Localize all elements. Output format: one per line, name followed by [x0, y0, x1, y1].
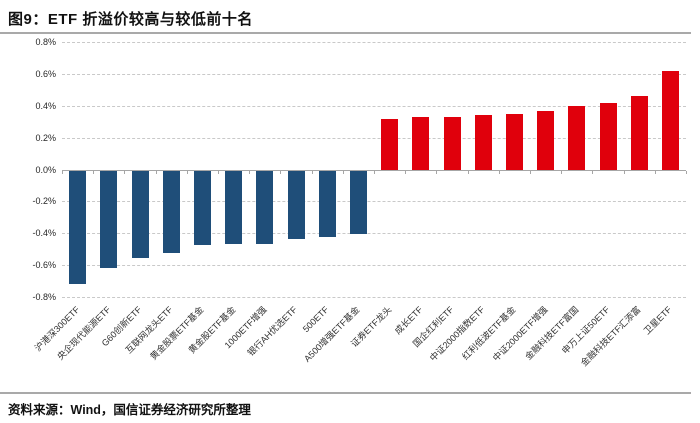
axis-tick — [218, 170, 219, 174]
bar-positive — [661, 70, 679, 170]
bar-positive — [412, 116, 430, 170]
y-axis-label: -0.2% — [32, 196, 56, 207]
gridline — [62, 201, 686, 203]
bar-negative — [256, 170, 274, 244]
axis-tick — [623, 170, 625, 174]
y-axis-label: -0.8% — [32, 292, 56, 302]
gridline — [62, 265, 686, 267]
axis-tick — [374, 170, 375, 174]
axis-tick — [186, 170, 188, 174]
bar-negative — [100, 170, 118, 268]
axis-tick — [311, 170, 313, 174]
bar-negative — [131, 170, 149, 259]
footer-divider — [0, 392, 691, 394]
bar-negative — [318, 170, 336, 238]
bar-negative — [349, 170, 367, 235]
title-divider — [0, 32, 691, 34]
bar-negative — [225, 170, 243, 244]
axis-tick — [405, 170, 407, 174]
axis-tick — [592, 170, 594, 174]
axis-tick — [342, 170, 344, 174]
x-axis-line — [62, 169, 686, 171]
axis-tick — [249, 170, 251, 174]
axis-tick — [561, 170, 563, 174]
bar-negative — [287, 170, 305, 240]
x-axis-label: 中证2000指数ETF — [428, 304, 487, 364]
gridline — [62, 105, 686, 107]
bar-positive — [505, 113, 523, 170]
y-axis-label: -0.4% — [32, 228, 56, 239]
axis-tick — [530, 170, 531, 174]
y-axis-label: -0.6% — [32, 260, 56, 271]
x-axis-label: 金融科技ETF富国 — [523, 304, 581, 362]
x-axis-label: 500ETF — [301, 304, 331, 335]
axis-tick — [93, 170, 95, 174]
axis-tick — [436, 170, 438, 174]
axis-tick — [654, 170, 656, 174]
gridline — [62, 233, 686, 235]
axis-tick — [686, 170, 687, 174]
axis-tick — [280, 170, 282, 174]
x-axis-label: A500增强ETF基金 — [302, 304, 362, 364]
axis-tick — [498, 170, 500, 174]
bar-positive — [630, 96, 648, 170]
y-axis-label: 0.2% — [35, 132, 56, 143]
gridline — [62, 297, 686, 298]
source-note: 资料来源：Wind，国信证券经济研究所整理 — [8, 403, 251, 417]
x-axis-label: 卫星ETF — [642, 304, 674, 337]
gridline — [62, 73, 686, 75]
y-axis-label: 0.8% — [35, 37, 56, 47]
x-axis-label: 央企现代能源ETF — [55, 304, 113, 362]
gridline — [62, 42, 686, 43]
bar-positive — [443, 116, 461, 170]
x-axis-label: 中证2000ETF增强 — [490, 304, 550, 364]
bar-positive — [474, 115, 492, 170]
bar-positive — [599, 102, 617, 170]
bar-negative — [69, 170, 87, 284]
y-axis-label: 0.6% — [35, 68, 56, 79]
axis-tick — [155, 170, 157, 174]
axis-tick — [467, 170, 469, 174]
axis-tick — [124, 170, 126, 174]
bar-positive — [568, 105, 586, 170]
bar-positive — [381, 118, 399, 170]
bar-negative — [162, 170, 180, 254]
bar-positive — [537, 110, 555, 170]
axis-tick — [62, 170, 63, 174]
y-axis-label: 0.0% — [35, 164, 56, 175]
y-axis-label: 0.4% — [35, 100, 56, 111]
x-axis-label: 金融科技ETF汇添富 — [579, 304, 643, 369]
figure-title: 图9：ETF 折溢价较高与较低前十名 — [8, 11, 253, 28]
gridline — [62, 137, 686, 139]
bar-negative — [193, 170, 211, 246]
